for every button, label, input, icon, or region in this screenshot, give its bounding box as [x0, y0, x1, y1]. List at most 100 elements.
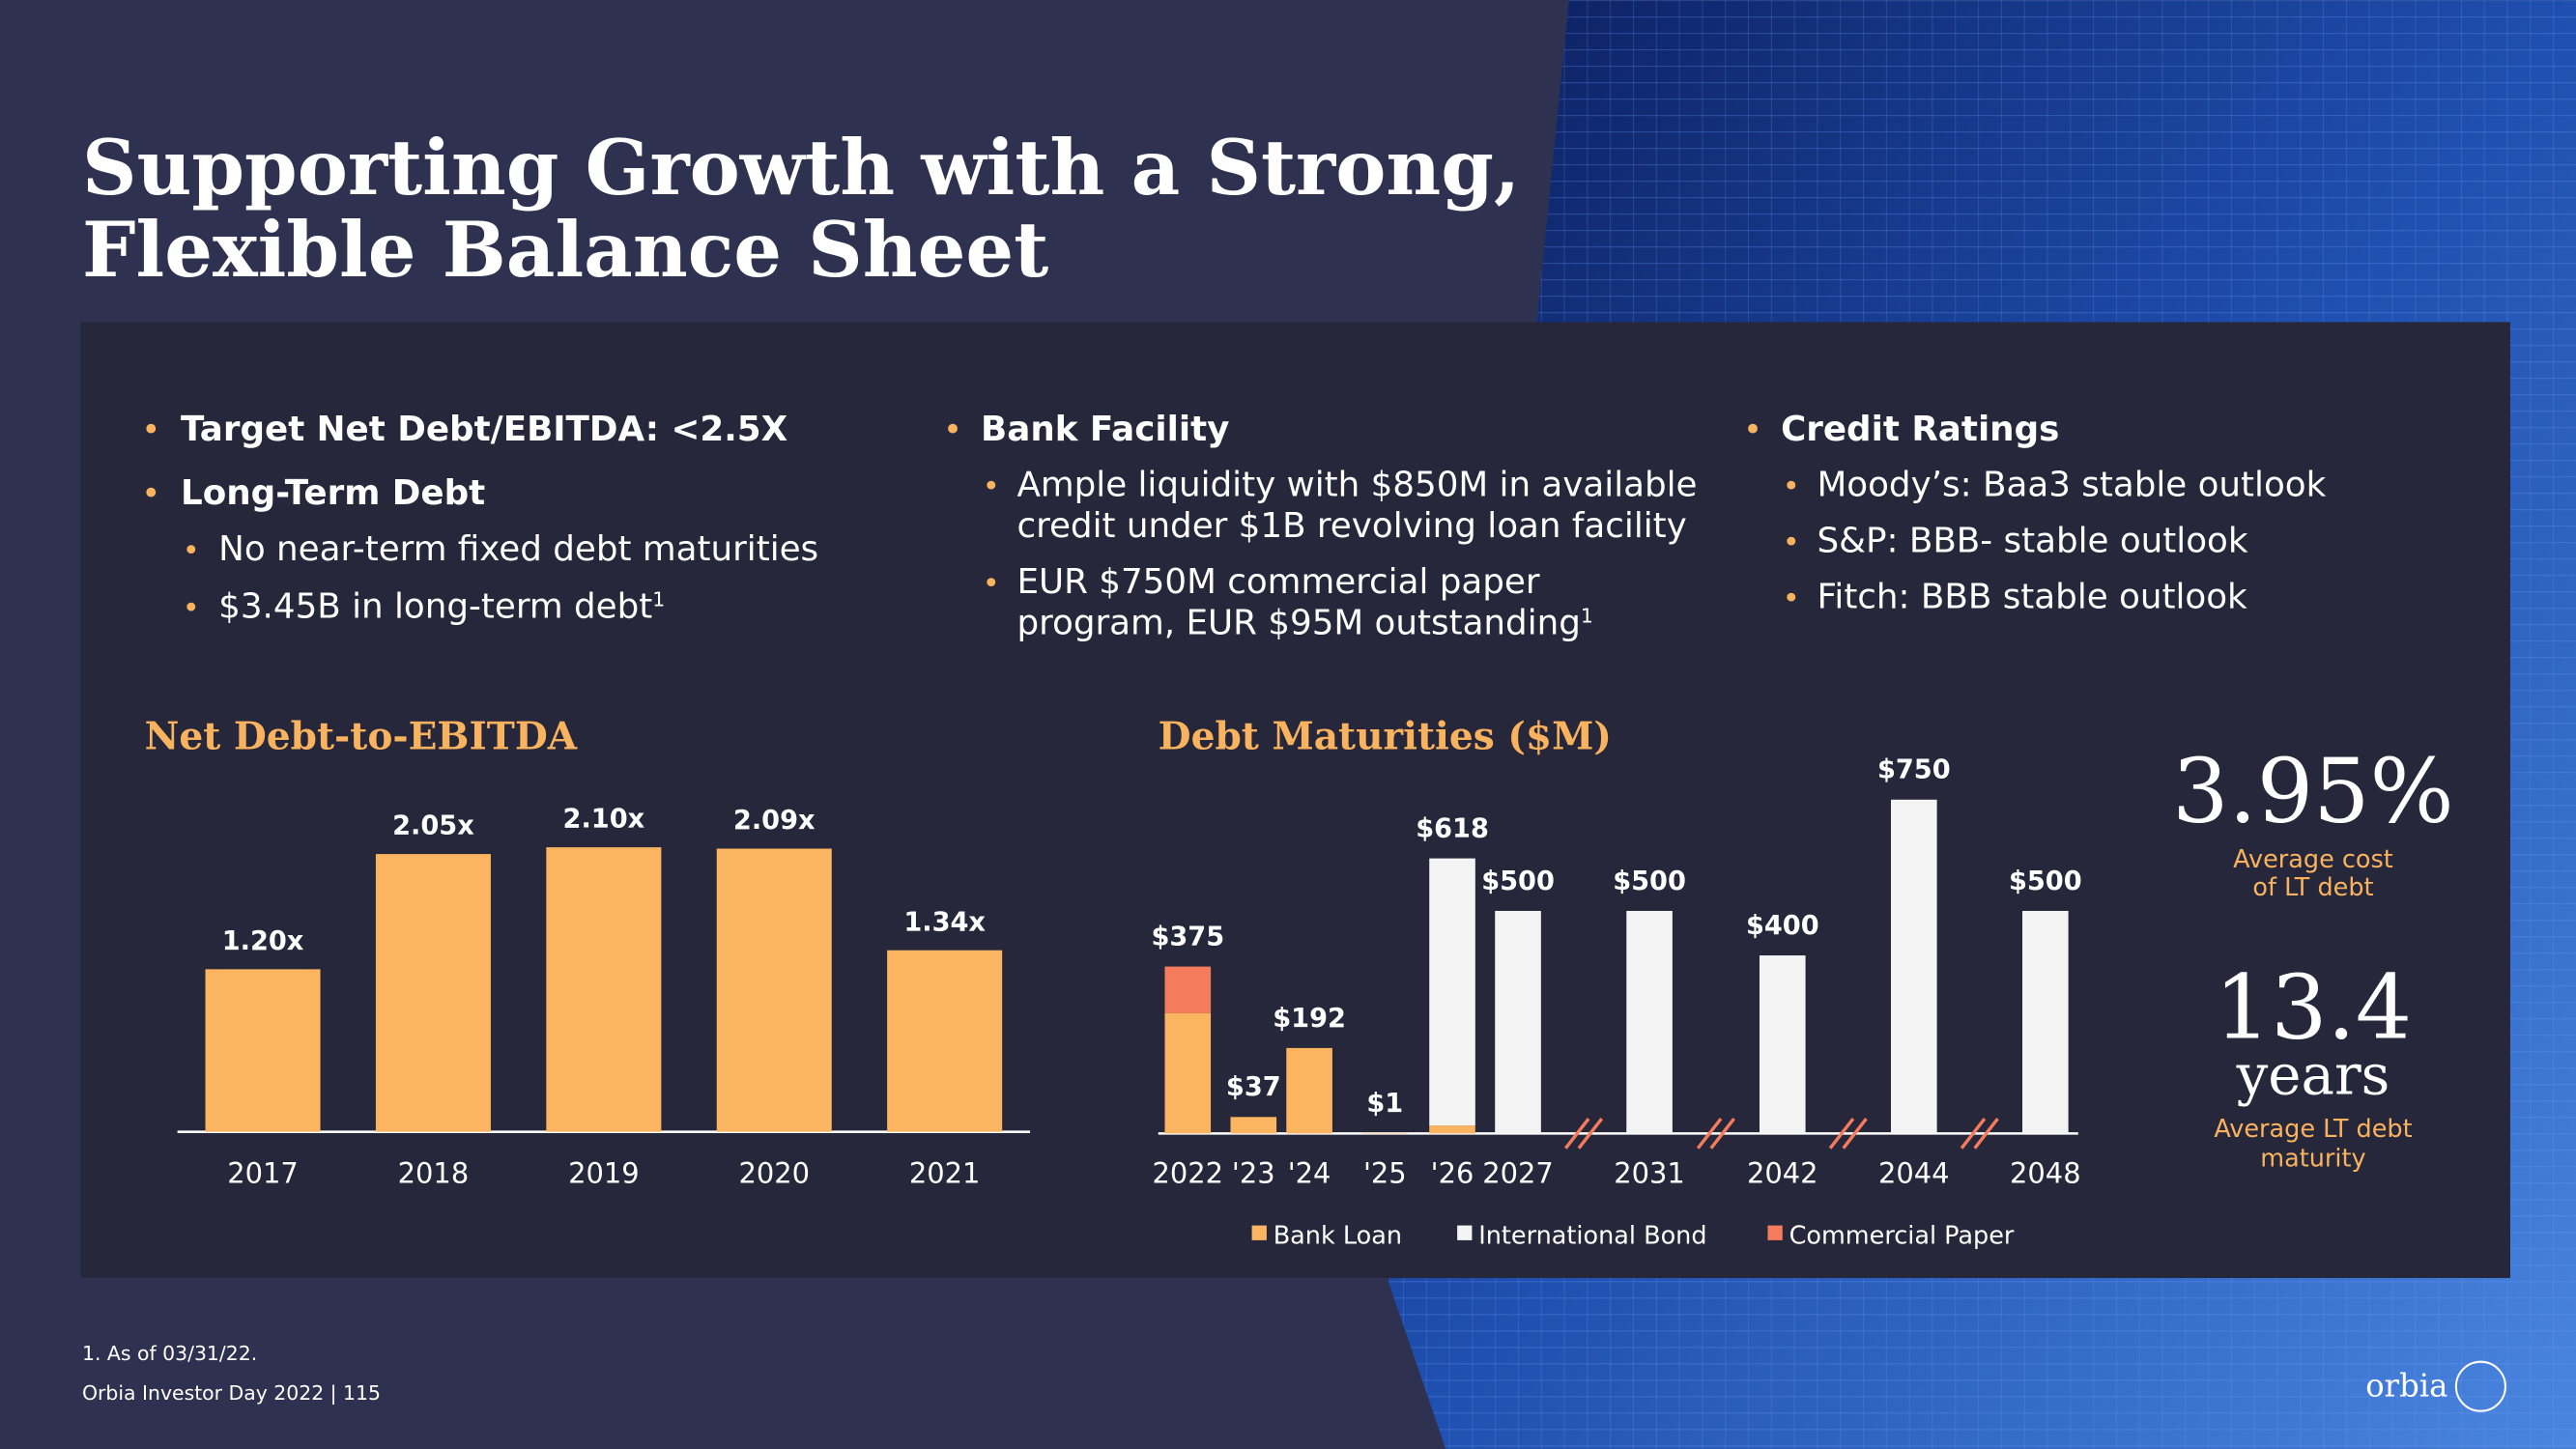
value-label: $618	[1416, 814, 1489, 844]
x-tick-label: '26	[1431, 1156, 1474, 1189]
bar-segment	[1230, 1117, 1277, 1134]
value-label: $750	[1877, 755, 1951, 785]
sub-bullet-text: Fitch: BBB stable outlook	[1817, 577, 2247, 616]
bullet: •	[1783, 526, 1800, 559]
value-label: 2.10x	[563, 805, 645, 835]
axis-break	[1842, 1118, 1868, 1150]
legend-label: Commercial Paper	[1789, 1221, 2015, 1250]
bullet: •	[1783, 470, 1800, 504]
stat-label: Average cost	[2233, 845, 2393, 874]
footnote-ref: 1	[1581, 604, 1593, 627]
x-tick-label: '24	[1288, 1156, 1331, 1189]
value-label: 1.34x	[903, 907, 986, 937]
sub-bullet-text: Ample liquidity with $850M in available	[1016, 466, 1697, 505]
text: $3.45B in long-term debt	[218, 586, 652, 626]
chart-title: Net Debt-to-EBITDA	[145, 715, 578, 759]
value-label: $500	[1613, 867, 1686, 896]
axis-break	[1564, 1118, 1590, 1150]
bullet-text: Credit Ratings	[1781, 410, 2059, 449]
bullet: •	[943, 411, 962, 449]
value-label: $500	[1481, 867, 1555, 896]
stat-value: 13.4	[2215, 956, 2412, 1060]
legend-swatch	[1457, 1225, 1473, 1240]
value-label: $37	[1226, 1072, 1281, 1102]
sub-bullet-text: $3.45B in long-term debt1	[218, 586, 665, 626]
bullet: •	[983, 567, 1000, 601]
chart-title: Debt Maturities ($M)	[1159, 715, 1612, 759]
sub-bullet-text: No near-term fixed debt maturities	[218, 529, 818, 569]
bar	[375, 854, 491, 1132]
x-tick-label: 2042	[1747, 1156, 1818, 1189]
bar-segment	[1429, 1125, 1475, 1134]
logo-text: orbia	[2365, 1367, 2447, 1404]
value-label: $192	[1273, 1004, 1346, 1034]
value-label: $375	[1151, 922, 1224, 952]
x-tick-label: '25	[1363, 1156, 1407, 1189]
x-tick-label: 2044	[1878, 1156, 1950, 1189]
bar-segment	[1890, 799, 1937, 1134]
x-tick-label: 2018	[398, 1156, 470, 1189]
x-tick-label: 2021	[909, 1156, 981, 1189]
axis-break	[1577, 1118, 1604, 1150]
axis-break	[1709, 1118, 1735, 1150]
sub-bullet-text: credit under $1B revolving loan facility	[1016, 506, 1686, 546]
value-label: 1.20x	[222, 926, 304, 956]
bar-segment	[1164, 1012, 1212, 1134]
bullet: •	[1783, 582, 1800, 615]
bullet: •	[983, 470, 1000, 504]
sub-bullet-text: S&P: BBB- stable outlook	[1817, 521, 2247, 560]
axis-break	[1696, 1118, 1723, 1150]
value-label: $500	[2009, 867, 2082, 896]
stat-label: maturity	[2260, 1144, 2365, 1173]
value-label: 2.05x	[392, 811, 474, 841]
logo-icon	[2454, 1360, 2506, 1412]
bar	[546, 847, 662, 1132]
bullet: •	[141, 411, 160, 449]
axis-break	[1828, 1118, 1855, 1150]
bullet: •	[141, 474, 160, 513]
x-tick-label: 2022	[1153, 1156, 1224, 1189]
stat-label: Average LT debt	[2214, 1115, 2412, 1144]
bullet-text: Long-Term Debt	[181, 473, 485, 513]
value-label: $1	[1366, 1089, 1403, 1119]
bar-segment	[1626, 910, 1673, 1134]
sub-bullet-text: program, EUR $95M outstanding1	[1016, 603, 1592, 642]
axis-break	[1973, 1118, 1999, 1150]
legend-label: International Bond	[1478, 1221, 1706, 1250]
text: program, EUR $95M outstanding	[1016, 603, 1580, 642]
charts: 1.20x 2017 2.05x 2018 2.10x 2019 2.09x 2020 1.34…	[177, 755, 2082, 1250]
axis-break	[1960, 1118, 1987, 1150]
legend-swatch	[1767, 1225, 1783, 1240]
bar	[887, 950, 1003, 1132]
bar-segment	[1429, 858, 1475, 1126]
bullet: •	[1743, 411, 1762, 449]
x-tick-label: 2027	[1482, 1156, 1554, 1189]
stat-label: of LT debt	[2252, 873, 2373, 902]
sub-bullet-text: Moody’s: Baa3 stable outlook	[1817, 466, 2326, 505]
legend-swatch	[1251, 1225, 1267, 1240]
page-info: Orbia Investor Day 2022 | 115	[82, 1381, 381, 1406]
bullet-text: Target Net Debt/EBITDA: <2.5X	[181, 410, 787, 449]
sub-bullet-text: EUR $750M commercial paper	[1016, 562, 1539, 602]
bullet-text: Bank Facility	[981, 410, 1229, 449]
x-tick-label: 2019	[568, 1156, 640, 1189]
bar-segment	[1286, 1047, 1332, 1134]
bullet: •	[183, 591, 200, 625]
title-line: Flexible Balance Sheet	[82, 207, 1048, 295]
x-tick-label: 2020	[738, 1156, 810, 1189]
x-tick-label: 2031	[1614, 1156, 1685, 1189]
bullet: •	[183, 534, 200, 568]
bar	[716, 848, 832, 1132]
value-label: 2.09x	[733, 806, 816, 836]
bar-segment	[1164, 966, 1212, 1013]
value-label: $400	[1746, 911, 1819, 941]
x-tick-label: 2017	[227, 1156, 299, 1189]
footnote-ref: 1	[652, 587, 665, 611]
stat-value: 3.95%	[2172, 739, 2454, 842]
bar-segment	[2022, 910, 2069, 1134]
stat-unit: years	[2236, 1042, 2390, 1108]
bar	[205, 969, 321, 1132]
x-tick-label: '23	[1232, 1156, 1275, 1189]
bar-segment	[1759, 955, 1806, 1134]
